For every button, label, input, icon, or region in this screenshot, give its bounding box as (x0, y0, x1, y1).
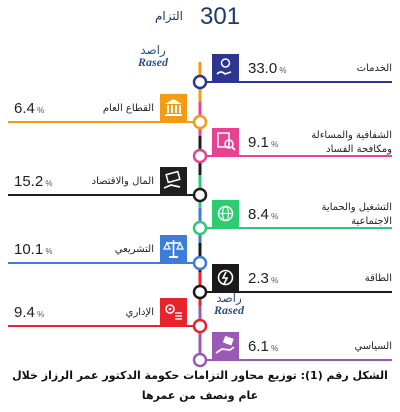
percent-value: 9.4 (14, 304, 35, 321)
percent-sign: % (268, 212, 279, 221)
percent-value: 6.1 (248, 338, 269, 355)
commitment-percent: 33.0 % (248, 60, 287, 77)
timeline-node (192, 148, 208, 164)
percent-value: 15.2 (14, 173, 44, 190)
government-building-icon (160, 94, 187, 121)
percent-sign: % (43, 247, 53, 256)
timeline-node (192, 284, 208, 300)
timeline-node (192, 114, 208, 130)
watermark-top: راصد Rased (138, 44, 168, 68)
globe-network-icon (212, 200, 239, 227)
commitment-percent: 8.4 % (248, 206, 278, 223)
percent-value: 6.4 (14, 100, 35, 117)
commitment-percent: 6.1 % (248, 338, 278, 355)
commitment-percent: 6.4 % (14, 100, 44, 117)
timeline-node (192, 318, 208, 334)
commitment-percent: 9.1 % (248, 134, 278, 151)
watermark-en: Rased (214, 303, 244, 317)
percent-value: 8.4 (248, 206, 269, 223)
gears-list-icon (160, 298, 187, 325)
commitment-category: الشفافية والمساءلة ومكافحة الفساد (311, 130, 392, 155)
percent-sign: % (268, 276, 279, 285)
total-count: 301 (200, 3, 241, 30)
hand-ballot-icon (212, 332, 239, 359)
commitment-percent: 10.1 % (14, 241, 53, 258)
scales-icon (160, 235, 187, 262)
percent-sign: % (268, 344, 279, 353)
percent-value: 10.1 (14, 241, 44, 258)
watermark-ar: راصد (216, 291, 242, 305)
magnifier-document-icon (212, 128, 239, 155)
commitment-category: السياسي (354, 341, 392, 352)
money-hand-icon (160, 167, 187, 194)
commitment-category: المال والاقتصاد (91, 176, 154, 187)
commitment-category: التشغيل والحماية الاجتماعية (321, 202, 392, 227)
figure-caption-line2: عام ونصف من عمرها (141, 389, 259, 402)
timeline-node (192, 187, 208, 203)
commitment-category: الطاقة (364, 273, 392, 284)
percent-sign: % (43, 179, 53, 188)
percent-sign: % (277, 66, 287, 75)
figure-caption-line1: الشكل رقم (1): توزيع محاور التزامات حكوم… (12, 369, 388, 382)
percent-sign: % (268, 140, 279, 149)
timeline-node (192, 352, 208, 368)
percent-sign: % (34, 310, 45, 319)
percent-value: 33.0 (248, 60, 278, 77)
power-cycle-icon (212, 264, 239, 291)
timeline-node (192, 255, 208, 271)
commitment-category: الخدمات (356, 63, 392, 74)
watermark-ar: راصد (140, 43, 166, 57)
commitment-category: القطاع العام (102, 103, 154, 114)
commitment-category: الإداري (125, 307, 154, 318)
commitment-percent: 9.4 % (14, 304, 44, 321)
commitment-percent: 2.3 % (248, 270, 278, 287)
hand-coin-icon (212, 54, 239, 81)
watermark-en: Rased (138, 55, 168, 69)
total-label: التزام (155, 9, 183, 23)
percent-value: 9.1 (248, 134, 269, 151)
percent-value: 2.3 (248, 270, 269, 287)
commitment-percent: 15.2 % (14, 173, 53, 190)
timeline-node (192, 74, 208, 90)
percent-sign: % (34, 106, 45, 115)
commitment-category: التشريعي (114, 244, 154, 255)
timeline-node (192, 220, 208, 236)
watermark-bottom: راصد Rased (214, 292, 244, 316)
